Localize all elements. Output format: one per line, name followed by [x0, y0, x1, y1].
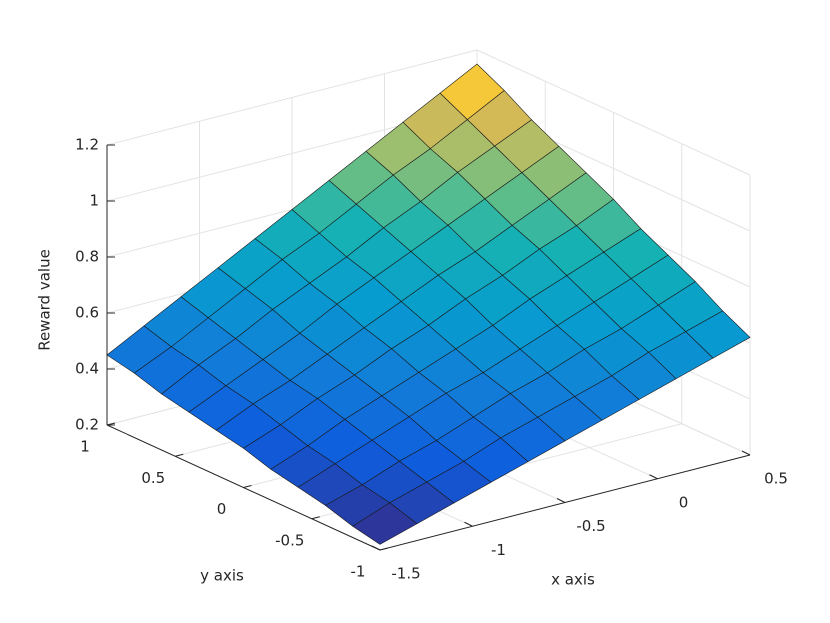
- grid-line: [106, 49, 478, 146]
- x-tick: [741, 450, 751, 456]
- x-tick-label: 0: [679, 493, 689, 511]
- y-axis-label: y axis: [200, 567, 244, 585]
- y-tick: [106, 422, 116, 426]
- x-tick: [649, 474, 658, 480]
- y-tick: [311, 516, 320, 520]
- z-tick-label: 1: [89, 192, 99, 210]
- x-tick: [556, 498, 566, 503]
- x-tick-label: -1: [491, 541, 506, 559]
- y-tick: [243, 485, 252, 488]
- x-tick-label: -0.5: [576, 517, 605, 535]
- y-tick-label: 0.5: [141, 469, 165, 487]
- x-tick: [464, 521, 473, 527]
- z-tick-label: 0.6: [75, 304, 99, 322]
- x-axis-label: x axis: [551, 571, 595, 589]
- x-tick-label: 0.5: [764, 470, 788, 488]
- y-tick: [379, 547, 389, 551]
- y-tick-label: 0: [217, 500, 227, 518]
- y-tick-label: -0.5: [275, 531, 304, 549]
- z-tick-label: 0.8: [75, 248, 99, 266]
- x-tick-label: -1.5: [391, 565, 420, 583]
- z-tick-label: 1.2: [75, 136, 99, 154]
- y-tick: [175, 453, 184, 457]
- y-tick-label: 1: [80, 438, 90, 456]
- z-tick-label: 0.2: [75, 416, 99, 434]
- surface-cell: [352, 502, 418, 545]
- x-tick: [371, 545, 381, 551]
- z-axis-label: Reward value: [36, 249, 54, 351]
- z-tick-label: 0.4: [75, 360, 99, 378]
- y-tick-label: -1: [351, 563, 366, 581]
- grid-line: [476, 49, 751, 176]
